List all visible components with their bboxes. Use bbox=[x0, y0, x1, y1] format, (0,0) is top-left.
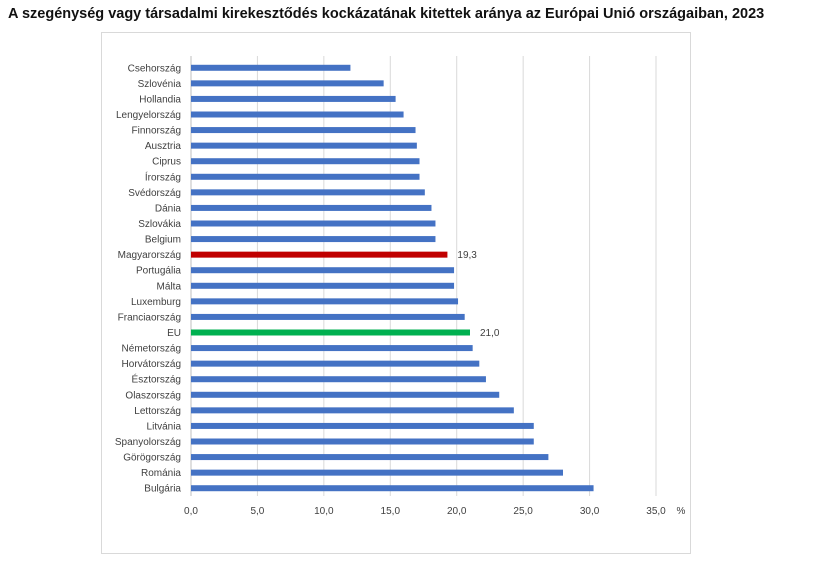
x-tick-label: 35,0 bbox=[646, 506, 666, 517]
data-label: 21,0 bbox=[480, 328, 500, 339]
category-label: Franciaország bbox=[118, 312, 181, 323]
bar bbox=[191, 204, 432, 211]
bar bbox=[191, 438, 534, 445]
category-label: Luxemburg bbox=[131, 297, 181, 308]
bar bbox=[191, 158, 420, 165]
category-label: Svédország bbox=[128, 188, 181, 199]
bar bbox=[191, 95, 396, 102]
category-label: Németország bbox=[122, 344, 181, 355]
category-label: Dánia bbox=[155, 203, 182, 214]
chart-frame bbox=[101, 32, 691, 554]
bar bbox=[191, 267, 455, 274]
x-tick-label: 10,0 bbox=[314, 506, 334, 517]
bar bbox=[191, 391, 500, 398]
x-unit-label: % bbox=[677, 506, 686, 517]
category-label: Lengyelország bbox=[116, 110, 181, 121]
bar bbox=[191, 313, 465, 320]
category-label: EU bbox=[167, 328, 181, 339]
category-label: Szlovákia bbox=[138, 219, 181, 230]
bar bbox=[191, 407, 514, 414]
bar bbox=[191, 142, 417, 149]
bar bbox=[191, 422, 534, 429]
category-label: Spanyolország bbox=[115, 437, 181, 448]
category-label: Horvátország bbox=[122, 359, 181, 370]
bar bbox=[191, 251, 448, 258]
category-label: Olaszország bbox=[125, 390, 181, 401]
bar bbox=[191, 282, 455, 289]
bar bbox=[191, 485, 594, 492]
category-label: Belgium bbox=[145, 235, 181, 246]
bar bbox=[191, 127, 416, 134]
x-tick-label: 5,0 bbox=[250, 506, 264, 517]
chart-title: A szegénység vagy társadalmi kirekesztőd… bbox=[8, 6, 765, 22]
bar bbox=[191, 64, 351, 71]
category-label: Málta bbox=[157, 281, 182, 292]
category-label: Észtország bbox=[132, 373, 181, 386]
bar bbox=[191, 173, 420, 180]
x-tick-label: 20,0 bbox=[447, 506, 467, 517]
bar bbox=[191, 454, 549, 461]
bar bbox=[191, 469, 563, 476]
bar bbox=[191, 345, 473, 352]
category-label: Csehország bbox=[128, 63, 181, 74]
category-label: Szlovénia bbox=[138, 79, 182, 90]
bar bbox=[191, 360, 480, 367]
category-label: Írország bbox=[145, 170, 181, 183]
category-label: Ausztria bbox=[145, 141, 182, 152]
category-label: Hollandia bbox=[139, 94, 181, 105]
bar bbox=[191, 329, 470, 336]
category-label: Ciprus bbox=[152, 157, 181, 168]
category-label: Lettország bbox=[134, 406, 181, 417]
bar bbox=[191, 376, 486, 383]
bar bbox=[191, 298, 459, 305]
bar bbox=[191, 236, 436, 243]
x-tick-label: 0,0 bbox=[184, 506, 198, 517]
bar bbox=[191, 111, 404, 118]
category-label: Magyarország bbox=[118, 250, 181, 261]
data-label: 19,3 bbox=[457, 250, 477, 261]
x-tick-label: 15,0 bbox=[381, 506, 401, 517]
bar bbox=[191, 80, 384, 87]
category-label: Finnország bbox=[132, 126, 181, 137]
x-tick-label: 30,0 bbox=[580, 506, 600, 517]
category-label: Portugália bbox=[136, 266, 181, 277]
category-label: Görögország bbox=[123, 453, 181, 464]
bar bbox=[191, 189, 425, 196]
category-label: Litvánia bbox=[147, 421, 182, 432]
x-tick-label: 25,0 bbox=[513, 506, 533, 517]
category-label: Bulgária bbox=[144, 484, 181, 495]
category-label: Románia bbox=[141, 468, 181, 479]
bar bbox=[191, 220, 436, 227]
